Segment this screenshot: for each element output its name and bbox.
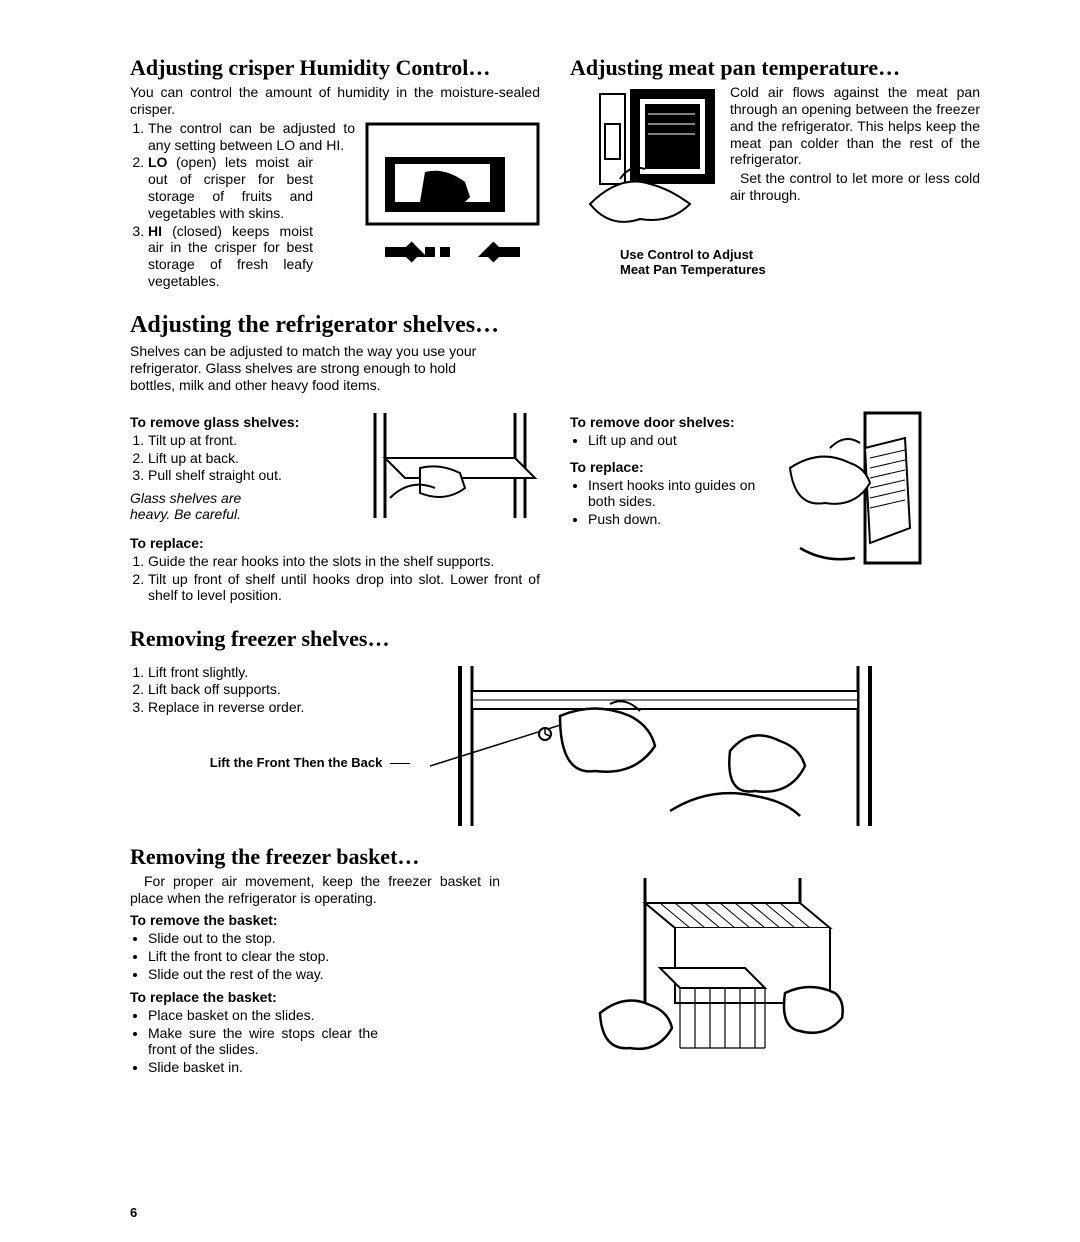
crisper-illustration [365, 122, 540, 277]
basket-p1: Place basket on the slides. [148, 1007, 378, 1024]
basket-title: Removing the freezer basket… [130, 844, 980, 869]
glass-step2: Lift up at back. [148, 450, 350, 467]
basket-remove-heading: To remove the basket: [130, 912, 500, 928]
glass-note: Glass shelves are heavy. Be careful. [130, 490, 260, 522]
basket-replace-heading: To replace the basket: [130, 989, 500, 1005]
meatpan-body2: Set the control to let more or less cold… [730, 170, 980, 204]
meatpan-caption: Use Control to Adjust Meat Pan Temperatu… [620, 248, 780, 277]
page-number: 6 [130, 1205, 137, 1220]
glass-step1: Tilt up at front. [148, 432, 350, 449]
meatpan-section: Adjusting meat pan temperature… Cold a [570, 55, 980, 294]
door-shelves-col: To remove door shelves: Lift up and out … [570, 408, 980, 608]
crisper-item1: The control can be adjusted to any setti… [148, 120, 355, 154]
basket-r1: Slide out to the stop. [148, 930, 500, 947]
door-step1: Lift up and out [588, 432, 760, 449]
basket-p2: Make sure the wire stops clear the front… [148, 1025, 378, 1059]
glass-step3: Pull shelf straight out. [148, 467, 350, 484]
glass-shelves-col: To remove glass shelves: Tilt up at fron… [130, 408, 540, 608]
shelves-section: Adjusting the refrigerator shelves… Shel… [130, 312, 980, 608]
shelves-intro: Shelves can be adjusted to match the way… [130, 343, 500, 393]
replace-heading: To replace: [130, 535, 540, 551]
door-r2: Push down. [588, 511, 760, 528]
fs-caption: Lift the Front Then the Back [130, 756, 410, 770]
door-illustration [770, 408, 930, 578]
crisper-content-row: The control can be adjusted to any setti… [130, 120, 540, 294]
glass-illustration [360, 408, 540, 523]
basket-p3: Slide basket in. [148, 1059, 378, 1076]
meatpan-illustration [570, 84, 720, 244]
basket-intro: For proper air movement, keep the freeze… [130, 873, 500, 907]
crisper-item3: HI (closed) keeps moist air in the crisp… [148, 223, 313, 290]
glass-heading: To remove glass shelves: [130, 414, 350, 430]
replace-step2: Tilt up front of shelf until hooks drop … [148, 571, 540, 605]
door-heading: To remove door shelves: [570, 414, 760, 430]
replace-step1: Guide the rear hooks into the slots in t… [148, 553, 540, 570]
basket-r3: Slide out the rest of the way. [148, 966, 500, 983]
fs-step1: Lift front slightly. [148, 664, 410, 681]
basket-illustration [590, 873, 850, 1068]
basket-r2: Lift the front to clear the stop. [148, 948, 500, 965]
door-replace-heading: To replace: [570, 459, 760, 475]
crisper-item2: LO (open) lets moist air out of crisper … [148, 154, 313, 221]
freezer-basket-section: Removing the freezer basket… For proper … [130, 844, 980, 1080]
fs-step2: Lift back off supports. [148, 681, 410, 698]
shelves-title: Adjusting the refrigerator shelves… [130, 312, 980, 340]
meatpan-body: Cold air flows against the meat pan thro… [730, 84, 980, 168]
freezer-shelves-illustration [430, 656, 980, 836]
freezer-shelves-section: Removing freezer shelves… Lift front sli… [130, 626, 980, 835]
crisper-section: Adjusting crisper Humidity Control… You … [130, 55, 540, 294]
freezer-shelves-title: Removing freezer shelves… [130, 626, 980, 651]
row-crisper-meatpan: Adjusting crisper Humidity Control… You … [130, 55, 980, 294]
door-r1: Insert hooks into guides on both sides. [588, 477, 760, 511]
meatpan-title: Adjusting meat pan temperature… [570, 55, 980, 80]
crisper-title: Adjusting crisper Humidity Control… [130, 55, 540, 80]
crisper-intro: You can control the amount of humidity i… [130, 84, 540, 118]
fs-step3: Replace in reverse order. [148, 699, 410, 716]
